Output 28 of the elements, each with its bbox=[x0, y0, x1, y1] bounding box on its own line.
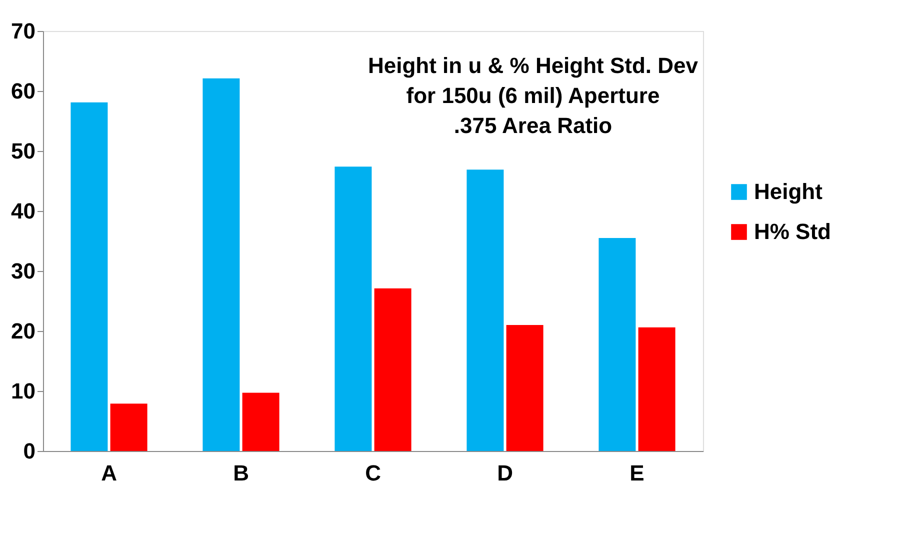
x-tick-label: D bbox=[497, 460, 513, 486]
bar bbox=[374, 288, 412, 451]
y-tick-label: 50 bbox=[11, 138, 36, 164]
bar bbox=[70, 102, 108, 451]
bar bbox=[506, 325, 544, 451]
x-tick-label: A bbox=[101, 460, 118, 486]
bar bbox=[242, 392, 280, 451]
y-tick-label: 60 bbox=[11, 78, 36, 104]
text: Height in u & % Height Std. Dev bbox=[368, 53, 698, 78]
bar bbox=[110, 404, 148, 451]
x-tick-label: C bbox=[365, 460, 382, 486]
y-tick-label: 30 bbox=[11, 258, 36, 284]
x-tick-label: E bbox=[630, 460, 644, 486]
bar bbox=[202, 78, 240, 451]
y-tick-label: 0 bbox=[23, 438, 36, 464]
bar bbox=[466, 170, 504, 451]
bar bbox=[638, 327, 676, 451]
y-tick-label: 10 bbox=[11, 378, 36, 404]
bar bbox=[598, 238, 636, 451]
y-tick-label: 20 bbox=[11, 318, 36, 344]
legend-label: Height bbox=[754, 179, 824, 204]
x-tick-label: B bbox=[233, 460, 249, 486]
text: for 150u (6 mil) Aperture bbox=[406, 83, 660, 108]
legend-label: H% Std bbox=[754, 219, 831, 244]
text: .375 Area Ratio bbox=[454, 113, 612, 138]
y-tick-label: 70 bbox=[11, 18, 36, 44]
y-tick-label: 40 bbox=[11, 198, 36, 224]
bar bbox=[334, 166, 372, 451]
